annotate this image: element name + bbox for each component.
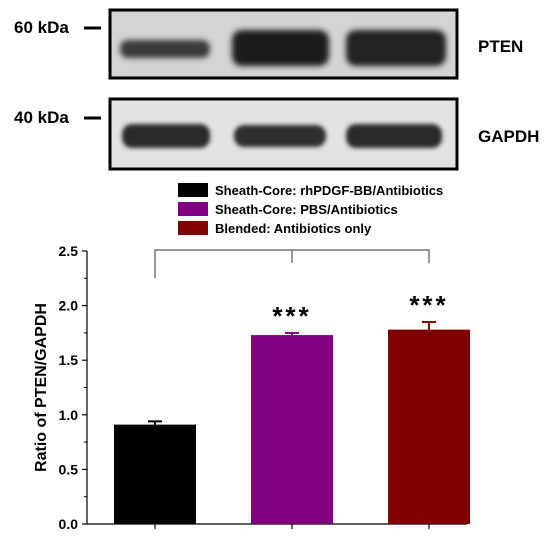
western-blot-gapdh: 40 kDa GAPDH — [14, 97, 539, 171]
blot-protein-label: GAPDH — [478, 127, 539, 146]
y-tick-label: 1.5 — [59, 352, 79, 368]
blot-band — [346, 124, 442, 148]
y-axis-label: Ratio of PTEN/GAPDH — [33, 303, 50, 472]
significance-label: *** — [272, 301, 311, 331]
y-tick-label: 2.0 — [59, 298, 79, 314]
blot-marker-label: 40 kDa — [14, 108, 69, 127]
legend-swatch — [178, 183, 208, 197]
blot-band — [120, 40, 210, 58]
y-tick-label: 0.0 — [59, 516, 79, 532]
blot-protein-label: PTEN — [478, 37, 523, 56]
legend-label: Blended: Antibiotics only — [215, 221, 372, 236]
blot-band — [122, 124, 210, 148]
bar — [114, 424, 196, 524]
blot-band — [234, 125, 326, 147]
bar-chart: Ratio of PTEN/GAPDH 0.0 0.5 1.0 1.5 2.0 2.5 **… — [33, 243, 470, 532]
y-tick-label: 2.5 — [59, 243, 79, 259]
y-tick-label: 0.5 — [59, 461, 79, 477]
significance-label: *** — [409, 290, 448, 320]
western-blot-pten: 60 kDa PTEN — [14, 8, 523, 80]
legend-swatch — [178, 221, 208, 235]
blot-band — [346, 30, 446, 66]
bar — [388, 329, 470, 524]
blot-band — [232, 30, 329, 66]
blot-marker-label: 60 kDa — [14, 18, 69, 37]
blot-bands — [120, 30, 446, 66]
legend-swatch — [178, 202, 208, 216]
chart-legend: Sheath-Core: rhPDGF-BB/Antibiotics Sheath… — [178, 183, 443, 236]
blot-bands — [122, 124, 442, 148]
y-tick-label: 1.0 — [59, 407, 79, 423]
bar — [251, 335, 333, 524]
legend-label: Sheath-Core: rhPDGF-BB/Antibiotics — [215, 183, 443, 198]
legend-label: Sheath-Core: PBS/Antibiotics — [215, 202, 398, 217]
